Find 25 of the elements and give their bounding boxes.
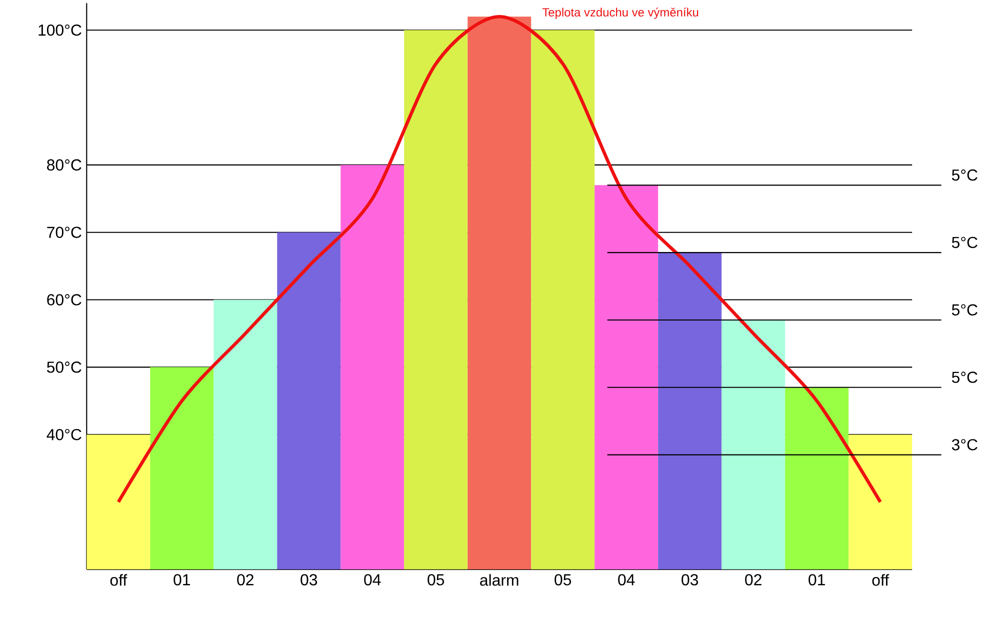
y-tick-label: 80°C [47,159,82,170]
y-tick-label: 70°C [47,226,82,238]
text: 5°C [952,304,978,316]
x-tick-label: off [872,574,890,586]
x-tick-label: 04 [618,574,635,586]
text: 3°C [952,438,978,450]
x-tick-label: 02 [745,574,762,586]
x-tick-label: 05 [428,574,444,586]
text: 5°C [952,169,978,180]
x-tick-label: 04 [364,574,381,586]
y-tick-label: 50°C [47,361,82,373]
x-tick-label: off [110,574,128,586]
y-tick-label: 40°C [46,428,82,440]
x-tick-label: 03 [300,574,318,586]
x-tick-label: 01 [174,574,190,586]
y-tick-label: 100°C [38,24,82,36]
x-tick-label: 03 [682,574,698,586]
text: 5°C [952,236,978,248]
x-tick-label: 01 [808,574,825,586]
text: 5°C [952,371,978,383]
x-tick-label: 05 [554,574,572,586]
series-label: Teplota vzduchu ve výměníku [542,7,698,19]
y-tick-label: 60°C [47,294,82,306]
x-tick-label: alarm [480,574,518,586]
x-tick-label: 02 [237,574,254,586]
